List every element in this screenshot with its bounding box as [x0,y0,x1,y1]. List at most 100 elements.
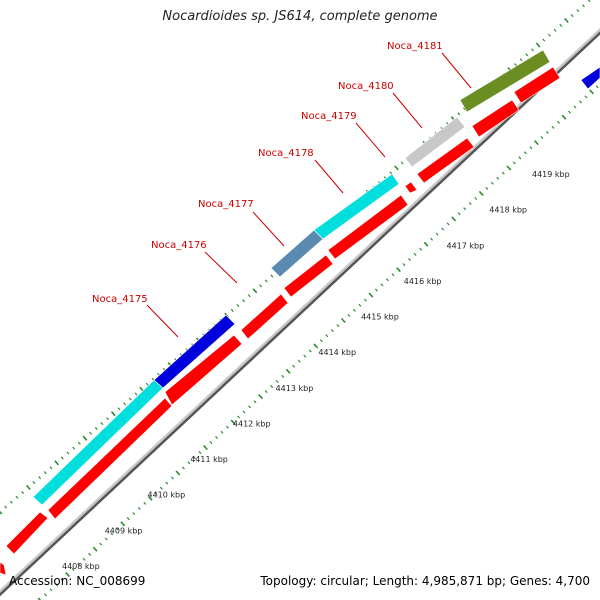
tick-mark [220,430,224,434]
tick-mark [253,400,257,404]
tick-mark [423,241,429,247]
tick-mark [564,17,569,24]
tick-mark [25,484,31,491]
tick-mark [71,567,75,572]
tick-mark [275,379,279,384]
tick-mark [252,288,258,294]
tick-mark [203,444,208,451]
tick-mark [463,207,467,211]
tick-mark [501,171,505,175]
tick-mark [570,14,574,18]
scale-label: 4414 kbp [318,348,356,357]
tick-mark [391,273,395,277]
tick-mark [209,440,213,444]
callout-line [204,251,238,284]
tick-mark [512,161,516,165]
tick-mark [55,583,59,587]
tick-mark [529,146,533,150]
tick-mark [285,368,291,374]
tick-mark [556,120,560,124]
tick-mark [248,405,252,409]
tick-mark [126,517,130,521]
tick-mark [430,237,434,241]
scale-label: 4417 kbp [447,241,485,250]
tick-mark [110,532,114,536]
tick-mark [380,283,384,287]
tick-mark [408,257,412,262]
tick-mark [4,505,8,509]
tick-mark [396,267,401,273]
tick-mark [134,392,138,396]
gene-label-noca-4176[interactable]: Noca_4176 [151,240,207,251]
gene-label-noca-4181[interactable]: Noca_4181 [387,41,443,52]
gene-label-noca-4179[interactable]: Noca_4179 [301,111,357,122]
tick-mark [82,435,88,441]
cds-arrow [416,137,475,184]
tick-mark [132,512,136,516]
tick-mark [363,298,367,302]
tick-mark [389,171,393,175]
tick-mark [117,407,121,411]
scale-label: 4419 kbp [532,170,570,179]
tick-mark [198,451,202,455]
gene-label-noca-4180[interactable]: Noca_4180 [338,81,394,92]
tick-mark [435,232,439,236]
gene-label-noca-4177[interactable]: Noca_4177 [198,199,254,210]
tick-mark [38,476,42,480]
tick-mark [60,456,64,460]
tick-mark [474,196,478,201]
tick-mark [236,304,240,308]
tick-mark [94,426,98,430]
tick-mark [368,292,374,298]
tick-mark [115,527,119,531]
cyan-feature-noca-4178 [313,173,400,240]
cds-arrow [283,254,334,298]
tick-mark [77,441,81,445]
tick-mark [181,466,185,470]
tick-mark [175,470,181,476]
tick-mark [187,461,191,465]
tick-mark [270,384,274,389]
tick-mark [485,186,489,190]
tick-mark [100,422,104,426]
callout-line [355,122,386,158]
map-title: Nocardioides sp. JS614, complete genome [162,9,438,24]
scale-label: 4411 kbp [190,455,228,464]
tick-mark [192,456,196,460]
tick-mark [89,431,93,435]
tick-mark [519,58,523,62]
tick-mark [0,510,3,515]
tick-mark [49,588,53,592]
tick-mark [518,156,522,160]
tick-mark [32,480,36,485]
tick-mark [582,4,585,8]
tick-mark [478,190,484,196]
tick-mark [54,460,60,466]
tick-mark [313,343,319,349]
callout-line [314,159,344,194]
tick-mark [374,288,378,292]
tick-mark [82,557,86,561]
scale-labels: 4408 kbp 4409 kbp 4410 kbp 4411 kbp 4412 kbp… [62,170,570,571]
tick-mark [308,349,312,353]
cds-arrow [164,334,243,406]
gene-label-noca-4175[interactable]: Noca_4175 [92,294,148,305]
scale-label: 4412 kbp [233,420,271,429]
callout-line [252,211,285,247]
tick-mark [534,140,539,146]
tick-mark [358,303,362,307]
tick-mark [576,9,580,13]
tick-mark [457,112,461,116]
tick-mark [579,100,582,104]
tick-mark [548,33,551,37]
tick-mark [441,227,445,231]
tick-mark [44,593,47,597]
tick-mark [303,354,307,358]
tick-mark [165,481,169,485]
gene-label-noca-4178[interactable]: Noca_4178 [258,148,314,159]
tick-mark [402,263,406,267]
tick-mark [37,597,42,600]
tick-mark [264,390,268,394]
tick-mark [413,252,417,256]
